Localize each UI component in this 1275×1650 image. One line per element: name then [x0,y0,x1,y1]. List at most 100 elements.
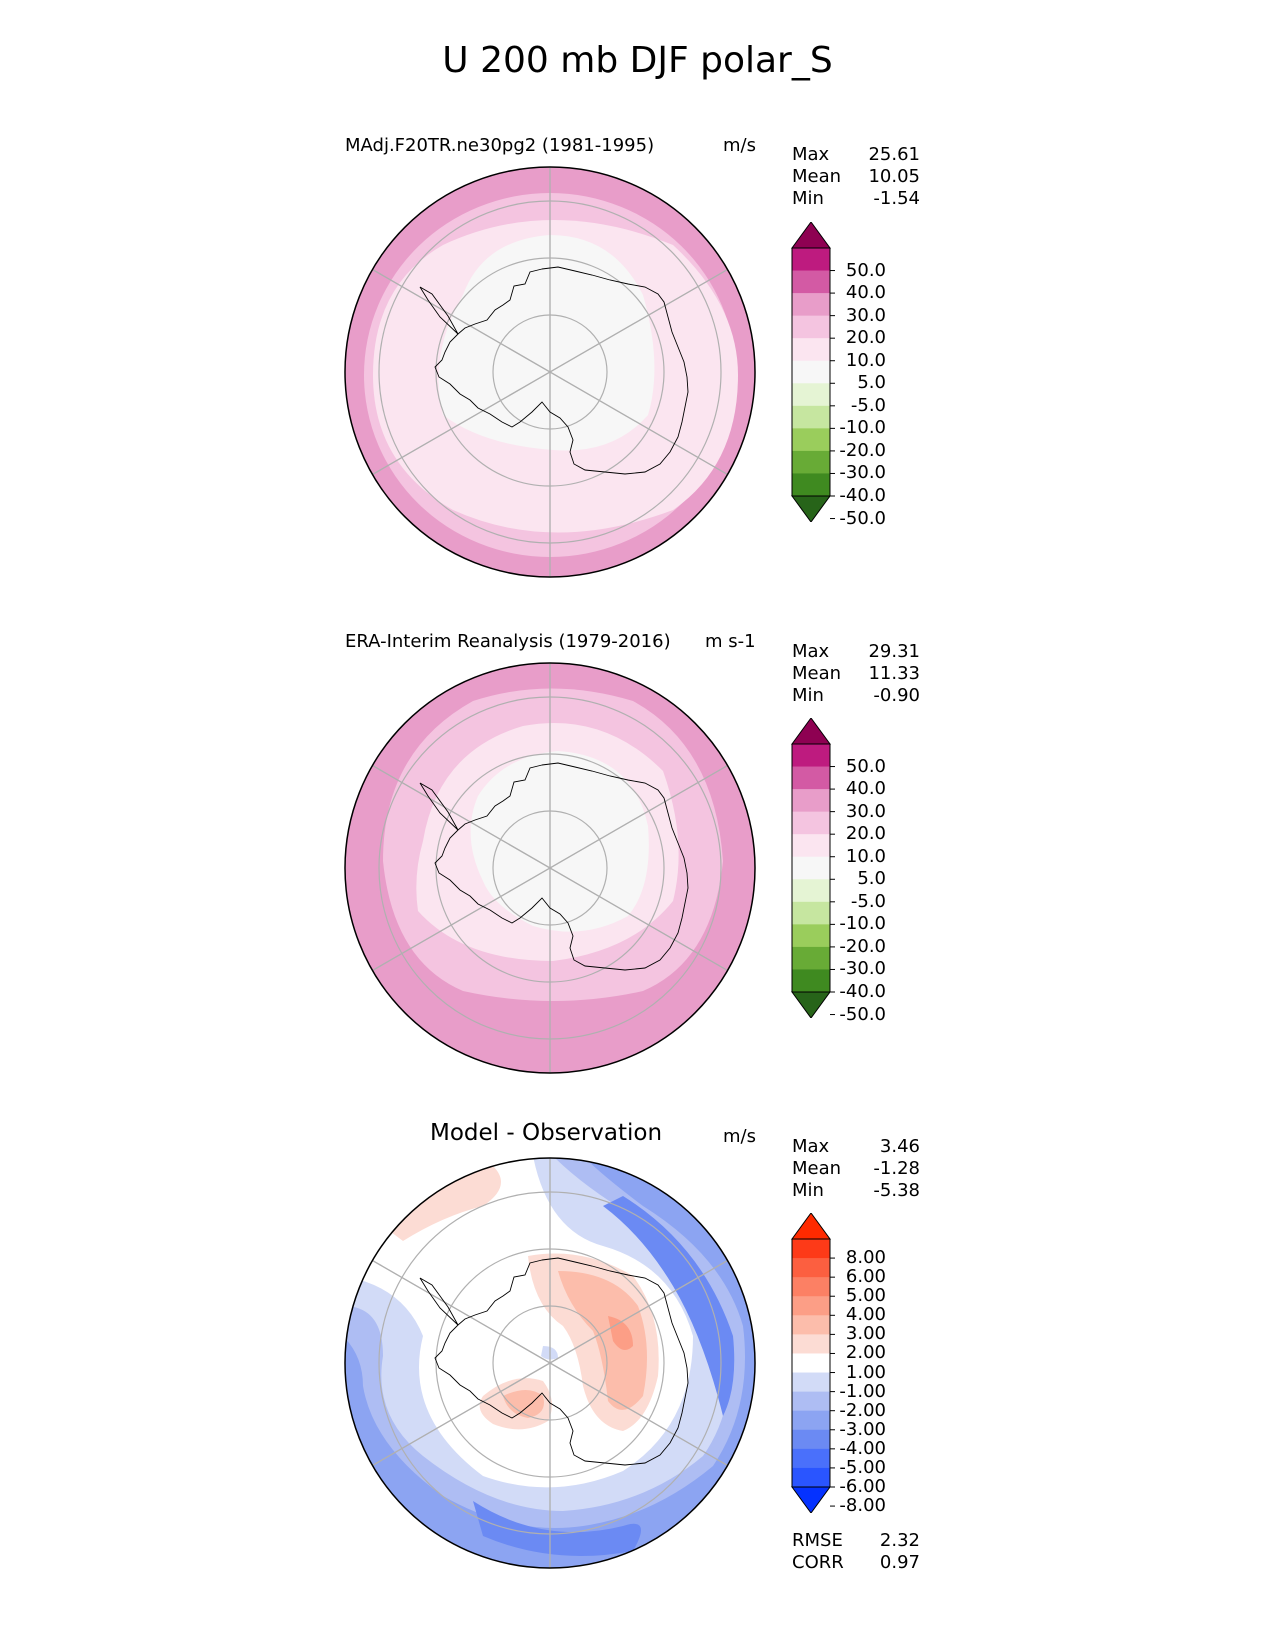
colorbar-tick-label: -40.0 [839,485,886,506]
antarctica-coastline [434,266,689,475]
band-minus2-minus1 [345,1158,755,1568]
colorbar-tick-label: 2.00 [845,1342,886,1364]
stat-value: -5.38 [873,1180,920,1201]
meridian-line-6 [372,1259,728,1467]
antarctic-peninsula-coastline [419,286,459,335]
colorbar-tick-label: -50.0 [839,1003,886,1025]
colorbar-segment-5 [792,383,830,407]
panel-1-graticule [372,167,728,577]
colorbar-segment-9 [792,1315,830,1335]
panel-2-stats: Max 29.31 Mean 11.33 Min -0.90 [792,641,920,707]
stat-value: 29.31 [868,641,920,662]
panel-1-title: MAdj.F20TR.ne30pg2 (1981-1995) [345,135,655,156]
colorbar-segment-2 [792,1448,830,1469]
colorbar-segment-4 [792,1410,830,1431]
colorbar-extend-max [791,1213,831,1240]
colorbar-frame [791,1238,831,1488]
colorbar-segment-5 [792,1391,830,1412]
colorbar-tick-label: -1.00 [839,1380,886,1402]
colorbar-segment-10 [792,766,830,790]
colorbar-tick-label: 30.0 [845,304,886,326]
colorbar-tick-label: 10.0 [845,845,886,867]
colorbar-tick-label: 30.0 [845,800,886,822]
colorbar-extend-max [791,222,831,249]
colorbar-tick-label: -6.00 [839,1476,886,1497]
metric-value: 2.32 [879,1530,920,1551]
band-zero-rim-se [643,1536,755,1568]
panel-1-units: m/s [723,135,756,156]
colorbar-segment-11 [792,1277,830,1297]
antarctic-peninsula-coastline [419,1277,459,1326]
colorbar-tick-label: 40.0 [845,778,886,800]
stat-value: 3.46 [879,1136,920,1157]
colorbar-segment-5 [792,879,830,903]
colorbar-tick-label: -50.0 [839,507,886,529]
colorbar-segment-6 [792,360,830,384]
panel-1-colorbar [791,222,835,522]
colorbar-extend-max [791,718,831,745]
colorbar-tick-label: -8.00 [839,1495,886,1517]
colorbar-tick-label: -40.0 [839,981,886,1002]
panel-2-coastline [419,762,689,971]
colorbar-segment-1 [792,1467,830,1488]
colorbar-tick-label: -2.00 [839,1399,886,1421]
stat-label: Min [792,685,824,706]
colorbar-tick-label: -5.00 [839,1456,886,1478]
panel-2-polar-map [344,662,756,1074]
colorbar-tick-label: 3.00 [845,1323,886,1345]
colorbar-segment-10 [792,270,830,294]
stat-value: 25.61 [868,144,920,165]
colorbar-tick-label: -5.0 [850,890,886,912]
stat-label: Mean [792,1158,842,1179]
panel-1-colorbar-ticks: -50.0 -40.0 -30.0 -20.0 -10.0 -5.0 5.0 10.0 20.0… [836,222,886,527]
stat-value: 11.33 [868,663,920,684]
colorbar-segment-6 [792,1372,830,1393]
colorbar-frame [791,743,831,993]
colorbar-segment-9 [792,789,830,813]
colorbar-tick-label: -10.0 [839,417,886,439]
panel-3-metrics: RMSE 2.32 CORR 0.97 [792,1530,920,1574]
band-2-3-south [503,1390,544,1418]
stat-value: 10.05 [868,166,920,187]
colorbar-tick-label: -20.0 [839,935,886,957]
colorbar-segment-8 [792,811,830,835]
band-3-4-east [608,1316,633,1350]
stat-value: -1.28 [873,1158,920,1179]
colorbar-tick-label: 6.00 [845,1266,886,1288]
panel-1-polar-map [344,166,756,578]
colorbar-tick-label: -5.0 [850,394,886,416]
panel-3-graticule [372,1158,728,1568]
panel-2-colorbar-ticks: -50.0 -40.0 -30.0 -20.0 -10.0 -5.0 5.0 10.0 20.0… [836,718,886,1023]
metric-label: RMSE [792,1530,843,1551]
colorbar-segment-7 [792,1353,830,1374]
panel-3-map-border [344,1157,756,1569]
panel-3-colorbar [791,1213,835,1513]
panel-1-map-border [344,166,756,578]
colorbar-segment-13 [792,1239,830,1259]
colorbar-segment-10 [792,1296,830,1316]
colorbar-tick-label: 5.00 [845,1285,886,1307]
panel-3-coastline [419,1257,689,1466]
panel-1-coastline [419,266,689,475]
panel-2-title: ERA-Interim Reanalysis (1979-2016) [345,631,671,652]
metric-value: 0.97 [879,1552,920,1573]
panel-3-colorbar-ticks: -8.00 -6.00 -5.00 -4.00 -3.00 -2.00 -1.00 1.00 2… [836,1213,886,1517]
stat-label: Min [792,1180,824,1201]
colorbar-tick-label: -30.0 [839,462,886,484]
colorbar-segment-7 [792,834,830,858]
colorbar-segment-4 [792,405,830,429]
colorbar-tick-label: 10.0 [845,349,886,371]
stat-label: Mean [792,166,842,187]
colorbar-segment-4 [792,901,830,925]
panel-2-graticule [372,663,728,1073]
colorbar-extend-min [791,991,831,1018]
colorbar-frame [791,247,831,497]
panel-2-units: m s-1 [705,631,756,652]
colorbar-tick-label: -20.0 [839,439,886,461]
colorbar-segment-11 [792,744,830,768]
stat-label: Max [792,641,830,662]
colorbar-segment-3 [792,1429,830,1450]
panel-3-stats: Max 3.46 Mean -1.28 Min -5.38 [792,1136,920,1202]
stat-value: -1.54 [873,188,920,209]
colorbar-tick-label: -10.0 [839,913,886,935]
